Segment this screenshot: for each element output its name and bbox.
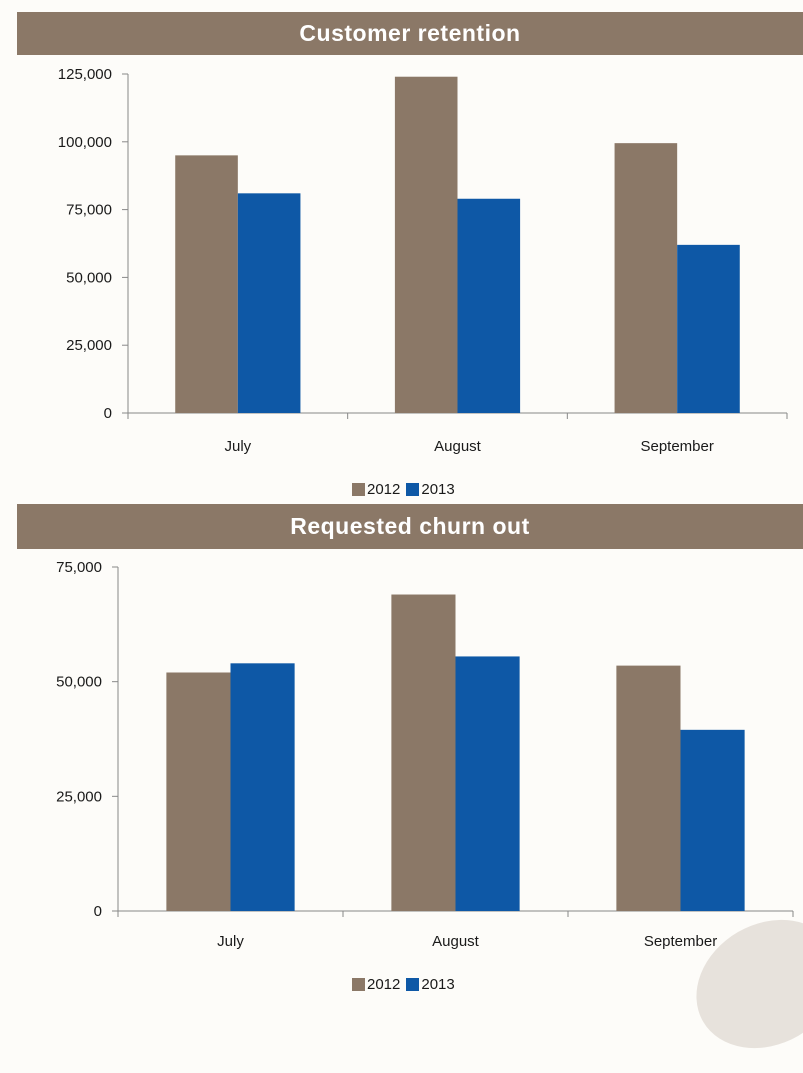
x-tick-label: August [432, 933, 480, 950]
x-tick-label: September [644, 933, 717, 950]
chart-title-banner-retention: Customer retention [17, 12, 803, 55]
legend-swatch-2012 [352, 483, 365, 496]
x-tick-label: September [640, 438, 713, 455]
y-tick-label: 50,000 [56, 674, 102, 691]
y-tick-label: 125,000 [58, 66, 112, 83]
chart-title-banner-churn: Requested churn out [17, 504, 803, 549]
bar-2013-july [230, 663, 295, 911]
legend-item-2013: 2013 [406, 481, 455, 498]
legend-swatch-2012 [352, 978, 365, 991]
bar-2012-august [394, 76, 458, 413]
bar-2012-july [175, 155, 238, 414]
bar-2012-september [616, 665, 681, 911]
y-tick-label: 25,000 [56, 788, 102, 805]
legend-label: 2012 [367, 481, 401, 498]
decorative-corner-shape [673, 894, 803, 1073]
y-tick-label: 0 [104, 405, 112, 422]
legend-label: 2013 [421, 481, 455, 498]
bar-2013-july [237, 193, 301, 413]
x-tick-label: July [217, 933, 244, 950]
y-tick-label: 75,000 [66, 202, 112, 219]
bar-2012-august [391, 594, 456, 911]
chart-legend: 2012 2013 [352, 481, 455, 498]
bar-2013-august [457, 198, 521, 413]
y-tick-label: 100,000 [58, 134, 112, 151]
legend-label: 2013 [421, 976, 455, 993]
legend-swatch-2013 [406, 483, 420, 496]
y-tick-label: 50,000 [66, 269, 112, 286]
bar-2013-september [677, 244, 740, 413]
chart-title: Requested churn out [290, 513, 530, 539]
y-tick-label: 75,000 [56, 559, 102, 576]
chart-title: Customer retention [299, 20, 521, 46]
chart-legend: 2012 2013 [352, 976, 455, 993]
legend-item-2013: 2013 [406, 976, 455, 993]
customer-retention-chart: 0 25,000 50,000 75,000 100,000 125,000 July Aug… [58, 66, 788, 455]
x-tick-label: August [434, 438, 482, 455]
bar-2013-august [455, 656, 520, 911]
legend-label: 2012 [367, 976, 401, 993]
y-tick-label: 25,000 [66, 337, 112, 354]
bar-2012-september [614, 143, 678, 413]
legend-swatch-2013 [406, 978, 420, 991]
y-tick-label: 0 [94, 903, 102, 920]
bar-2012-july [166, 672, 231, 911]
legend-item-2012: 2012 [352, 481, 400, 498]
x-tick-label: July [224, 438, 251, 455]
bar-2013-september [680, 729, 745, 911]
legend-item-2012: 2012 [352, 976, 400, 993]
